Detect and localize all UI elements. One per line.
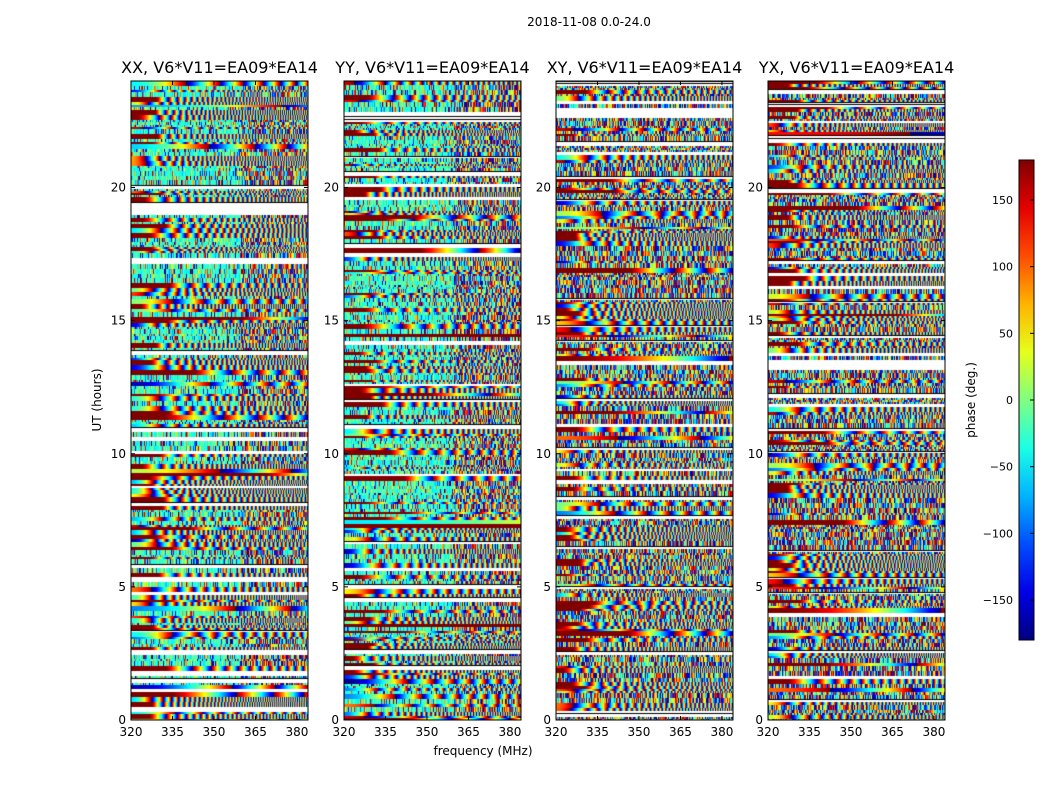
plot-frame <box>130 80 309 721</box>
x-tick-label: 320 <box>545 725 568 739</box>
y-tick-label: 20 <box>324 181 339 195</box>
y-tick-label: 0 <box>755 713 763 727</box>
y-tick-label: 0 <box>331 713 339 727</box>
y-tick-label: 20 <box>536 181 551 195</box>
x-tick-label: 365 <box>457 725 480 739</box>
colorbar-tick-label: −50 <box>990 461 1013 474</box>
heatmap-image <box>556 81 733 720</box>
plot-frame <box>343 80 522 721</box>
colorbar-label: phase (deg.) <box>964 362 978 438</box>
x-tick-label: 365 <box>669 725 692 739</box>
y-tick-label: 10 <box>748 447 763 461</box>
y-tick-label: 10 <box>324 447 339 461</box>
x-tick-label: 350 <box>416 725 439 739</box>
figure-suptitle: 2018-11-08 0.0-24.0 <box>527 15 651 29</box>
panel-title: YY, V6*V11=EA09*EA14 <box>334 58 529 77</box>
x-tick-label: 320 <box>333 725 356 739</box>
panel-title: YX, V6*V11=EA09*EA14 <box>758 58 955 77</box>
y-tick-label: 15 <box>536 314 551 328</box>
x-tick-label: 320 <box>120 725 143 739</box>
colorbar-tick-label: −150 <box>983 594 1013 607</box>
y-axis-label: UT (hours) <box>90 368 104 431</box>
x-tick-label: 320 <box>757 725 780 739</box>
panels: XX, V6*V11=EA09*EA14 320 335 350 365 380 0 5 10 1… <box>111 58 955 739</box>
y-tick-label: 10 <box>111 447 126 461</box>
panel-title: XX, V6*V11=EA09*EA14 <box>121 58 318 77</box>
x-tick-label: 335 <box>161 725 184 739</box>
x-axis-label: frequency (MHz) <box>433 744 532 758</box>
y-tick-label: 15 <box>111 314 126 328</box>
plot-frame <box>555 80 734 721</box>
x-tick-label: 380 <box>922 725 945 739</box>
y-tick-label: 20 <box>748 181 763 195</box>
y-tick-label: 0 <box>118 713 126 727</box>
panel-1: XX, V6*V11=EA09*EA14 320 335 350 365 380 0 5 10 1… <box>111 58 318 739</box>
x-tick-label: 380 <box>710 725 733 739</box>
heatmap-image <box>131 81 308 720</box>
y-tick-label: 15 <box>324 314 339 328</box>
x-tick-label: 350 <box>628 725 651 739</box>
panel-title: XY, V6*V11=EA09*EA14 <box>547 58 743 77</box>
colorbar-tick-label: 150 <box>992 194 1013 207</box>
colorbar-tick-label: 0 <box>1006 394 1013 407</box>
x-tick-label: 350 <box>840 725 863 739</box>
heatmap-image <box>768 81 945 720</box>
y-tick-label: 15 <box>748 314 763 328</box>
y-tick-label: 10 <box>536 447 551 461</box>
colorbar-tick-label: 50 <box>999 327 1013 340</box>
colorbar: 150 100 50 0 −50 −100 −150 <box>983 159 1035 641</box>
x-tick-label: 380 <box>285 725 308 739</box>
x-tick-label: 365 <box>244 725 267 739</box>
x-tick-label: 365 <box>881 725 904 739</box>
x-tick-label: 335 <box>374 725 397 739</box>
colorbar-tick-label: 100 <box>992 261 1013 274</box>
panel-3: XY, V6*V11=EA09*EA14 320 335 350 365 380 0 5 10 1… <box>536 58 743 739</box>
y-tick-label: 5 <box>118 580 126 594</box>
x-tick-label: 380 <box>498 725 521 739</box>
y-tick-label: 0 <box>543 713 551 727</box>
panel-4: YX, V6*V11=EA09*EA14 320 335 350 365 380 0 5 10 1… <box>748 58 955 739</box>
x-tick-label: 335 <box>798 725 821 739</box>
y-tick-label: 20 <box>111 181 126 195</box>
y-tick-label: 5 <box>755 580 763 594</box>
panel-2: YY, V6*V11=EA09*EA14 320 335 350 365 380 0 5 10 1… <box>324 58 530 739</box>
x-tick-label: 335 <box>586 725 609 739</box>
y-tick-label: 5 <box>331 580 339 594</box>
plot-frame <box>767 80 946 721</box>
colorbar-tick-label: −100 <box>983 527 1013 540</box>
x-tick-label: 350 <box>203 725 226 739</box>
y-tick-label: 5 <box>543 580 551 594</box>
heatmap-image <box>344 81 521 720</box>
